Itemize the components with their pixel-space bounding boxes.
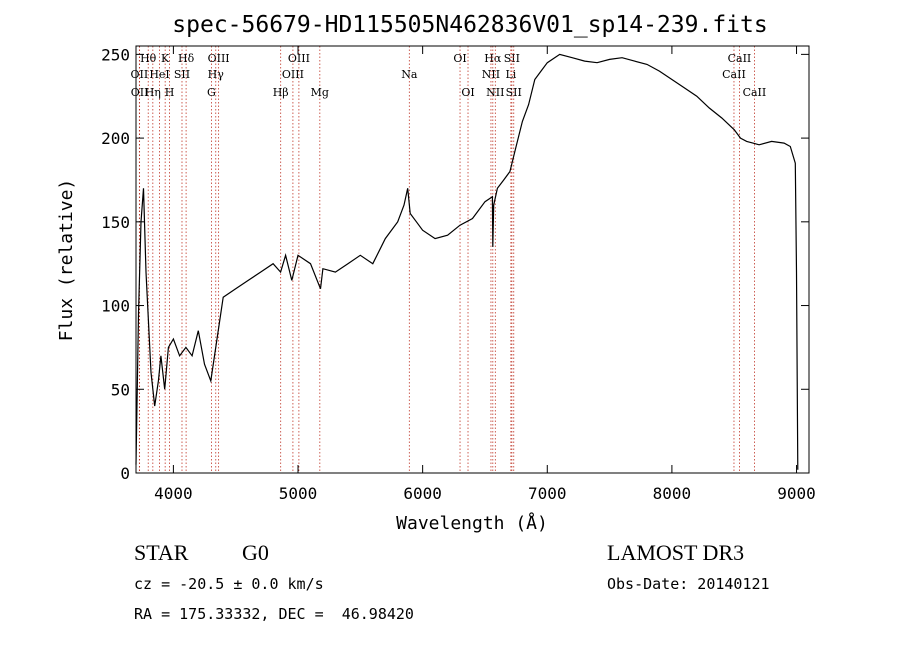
y-tick-label-1: 50: [111, 380, 130, 399]
y-tick-label-5: 250: [101, 45, 130, 64]
line-label-6: Hδ: [178, 52, 195, 65]
y-tick-label-3: 150: [101, 213, 130, 232]
line-label-10: Hγ: [208, 68, 225, 81]
line-label-9: OIII: [208, 52, 230, 65]
axis-ticks: 4000 5000 6000 7000 8000 9000 0 50 100 150 200 250: [101, 45, 816, 503]
line-label-13: OIII: [282, 68, 304, 81]
line-label-11: G: [207, 86, 216, 99]
line-label-7: SII: [174, 68, 190, 81]
x-tick-label-5: 9000: [777, 484, 816, 503]
line-label-3: K: [161, 52, 170, 65]
y-tick-label-2: 100: [101, 297, 130, 316]
line-label-24: SII: [506, 86, 522, 99]
line-label-4: HeI: [149, 68, 169, 81]
x-tick-label-1: 5000: [279, 484, 318, 503]
y-tick-label-4: 200: [101, 129, 130, 148]
x-axis-label: Wavelength (Å): [396, 512, 548, 534]
line-label-15: Mg: [311, 86, 329, 99]
line-label-18: OI: [461, 86, 474, 99]
line-label-2: OII: [131, 86, 149, 99]
x-tick-label-4: 8000: [653, 484, 692, 503]
x-tick-label-2: 6000: [403, 484, 442, 503]
line-label-12: OIII: [288, 52, 310, 65]
y-tick-label-0: 0: [120, 464, 130, 483]
line-label-14: Hβ: [273, 86, 289, 99]
series-flux: [135, 53, 799, 470]
line-label-25: CaII: [728, 52, 752, 65]
y-axis-label: Flux (relative): [56, 179, 77, 342]
line-label-26: CaII: [722, 68, 746, 81]
line-label-23: NII: [486, 86, 504, 99]
obs-date: Obs-Date: 20140121: [607, 575, 770, 593]
line-label-20: SII: [504, 52, 520, 65]
line-label-8: H: [165, 86, 175, 99]
survey-name: LAMOST DR3: [607, 540, 745, 565]
chart-title: spec-56679-HD115505N462836V01_sp14-239.f…: [172, 12, 767, 38]
line-label-16: Na: [401, 68, 418, 81]
line-label-17: OI: [453, 52, 466, 65]
plot-frame: [135, 45, 810, 474]
redshift-text: cz = -20.5 ± 0.0 km/s: [134, 575, 324, 593]
x-tick-label-3: 7000: [528, 484, 567, 503]
line-label-19: Hα: [484, 52, 502, 65]
object-class: STAR: [134, 540, 189, 565]
series-layer: [135, 53, 799, 470]
line-label-22: Li: [505, 68, 516, 81]
x-tick-label-0: 4000: [154, 484, 193, 503]
object-subclass: G0: [242, 540, 269, 565]
line-label-5: Hη: [145, 86, 161, 99]
line-label-0: Hθ: [140, 52, 157, 65]
line-label-27: CaII: [743, 86, 767, 99]
line-label-21: NII: [482, 68, 500, 81]
coordinates: RA = 175.33332, DEC = 46.98420: [134, 605, 414, 623]
